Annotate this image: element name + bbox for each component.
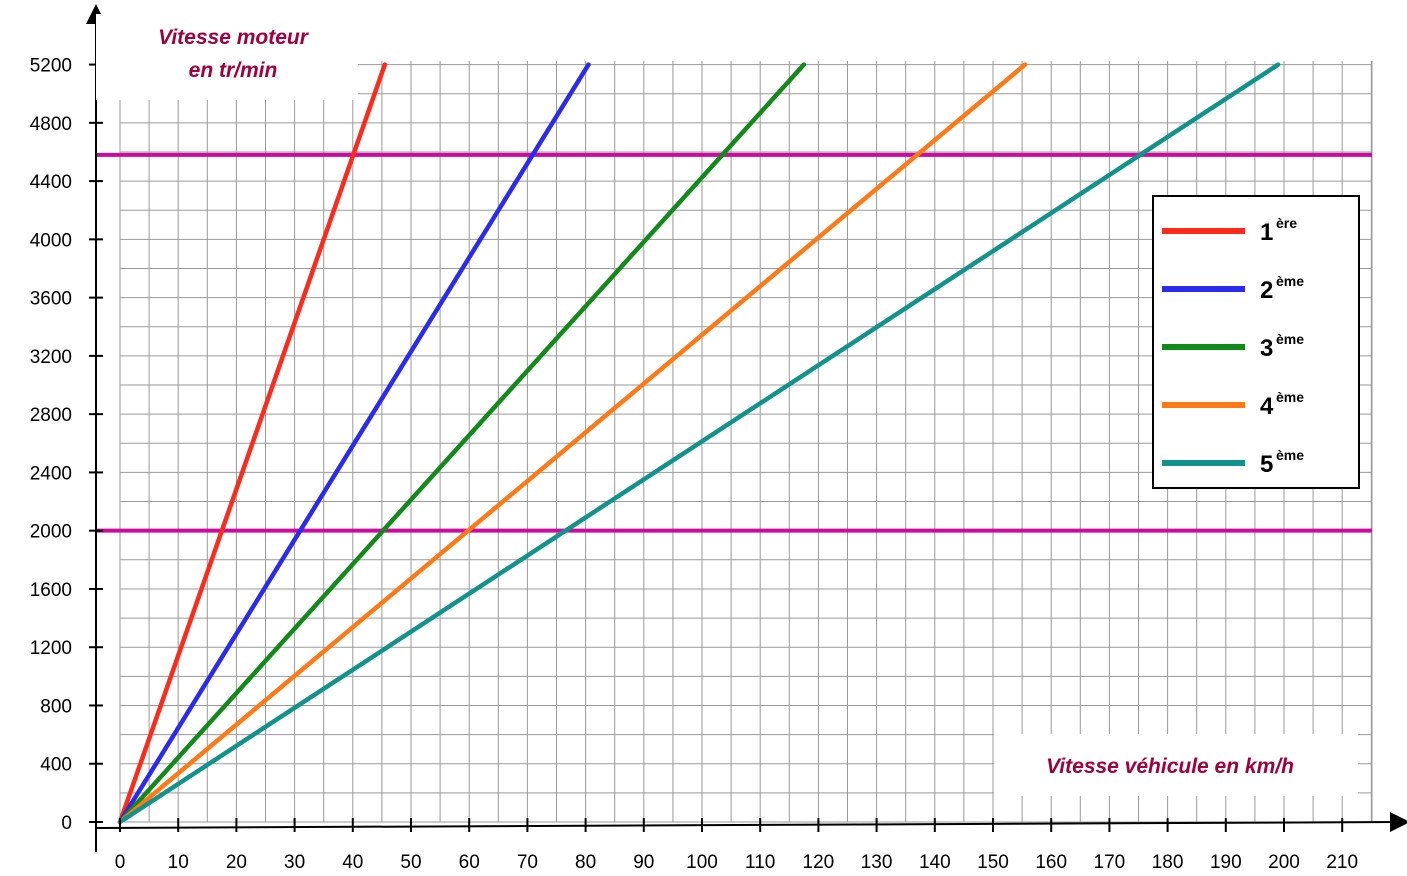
series-line-gear-3	[117, 62, 807, 825]
legend-box	[1152, 195, 1360, 489]
legend-label-gear-2: 2	[1260, 277, 1273, 304]
x-tick-label: 0	[115, 852, 126, 873]
x-axis-line	[95, 812, 1407, 833]
series-line-gear-1	[117, 62, 388, 825]
x-tick-label: 200	[1268, 852, 1300, 873]
y-tick-label: 2400	[30, 463, 72, 484]
legend-label-gear-4: 4	[1260, 393, 1274, 420]
x-tick-label: 160	[1035, 852, 1067, 873]
x-tick-label: 40	[342, 852, 363, 873]
x-tick-label: 210	[1326, 852, 1358, 873]
x-tick-label: 140	[919, 852, 951, 873]
legend-sup-gear-1: ère	[1276, 215, 1297, 231]
x-tick-label: 10	[168, 852, 189, 873]
x-axis-title: Vitesse véhicule en km/h	[1046, 755, 1294, 778]
legend-sup-gear-5: ème	[1276, 447, 1304, 463]
series-lines	[117, 62, 1281, 825]
y-axis-title-line1: Vitesse moteur	[158, 26, 310, 49]
x-tick-label: 130	[861, 852, 893, 873]
y-tick-label: 2800	[30, 405, 72, 426]
y-tick-label: 3200	[30, 347, 72, 368]
x-axis-title-bg	[994, 734, 1358, 796]
y-tick-label: 4400	[30, 172, 72, 193]
legend-label-gear-5: 5	[1260, 451, 1273, 478]
tick-labels: 0400800120016002000240028003200360040004…	[30, 56, 1358, 873]
x-tick-label: 50	[400, 852, 421, 873]
x-tick-label: 80	[575, 852, 596, 873]
series-line-gear-4	[117, 62, 1028, 825]
y-tick-label: 3600	[30, 289, 72, 310]
y-tick-label: 2000	[30, 522, 72, 543]
x-tick-label: 190	[1210, 852, 1242, 873]
x-tick-label: 100	[686, 852, 718, 873]
x-tick-label: 150	[977, 852, 1009, 873]
legend-sup-gear-3: ème	[1276, 331, 1304, 347]
legend-label-gear-1: 1	[1260, 219, 1273, 246]
x-tick-label: 90	[633, 852, 654, 873]
legend-sup-gear-2: ème	[1276, 273, 1304, 289]
x-tick-label: 30	[284, 852, 305, 873]
x-tick-label: 20	[226, 852, 247, 873]
y-tick-label: 400	[40, 755, 72, 776]
y-tick-label: 1200	[30, 638, 72, 659]
x-tick-label: 60	[459, 852, 480, 873]
y-tick-label: 0	[61, 813, 72, 834]
x-tick-label: 180	[1152, 852, 1184, 873]
y-tick-label: 800	[40, 696, 72, 717]
y-axis-title-line2: en tr/min	[189, 59, 278, 82]
y-axis-title-bg	[96, 14, 358, 100]
x-tick-label: 70	[517, 852, 538, 873]
x-tick-label: 110	[745, 852, 775, 873]
series-line-gear-5	[117, 62, 1281, 825]
y-tick-label: 4800	[30, 114, 72, 135]
y-tick-label: 4000	[30, 230, 72, 251]
legend-sup-gear-4: ème	[1276, 389, 1304, 405]
legend-label-gear-3: 3	[1260, 335, 1273, 362]
x-tick-label: 170	[1094, 852, 1126, 873]
y-tick-label: 1600	[30, 580, 72, 601]
reference-lines	[96, 152, 1372, 533]
series-line-gear-2	[117, 62, 591, 825]
x-tick-label: 120	[803, 852, 835, 873]
y-tick-label: 5200	[30, 56, 72, 77]
